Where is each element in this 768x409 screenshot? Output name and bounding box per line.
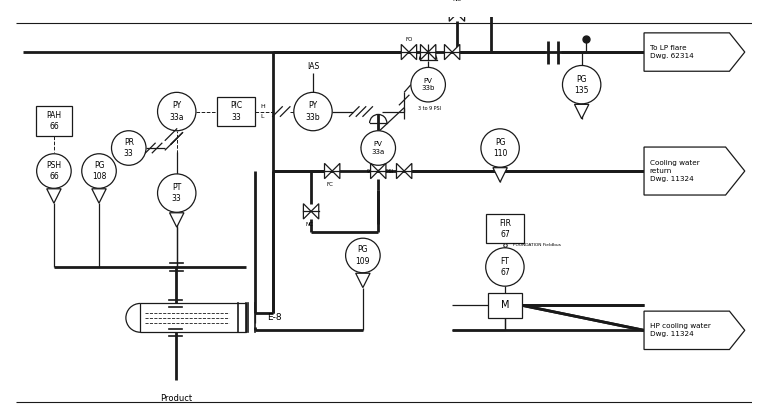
Polygon shape — [170, 213, 184, 227]
Text: HP cooling water
Dwg. 11324: HP cooling water Dwg. 11324 — [650, 324, 710, 337]
Circle shape — [81, 154, 116, 188]
Bar — [488, 293, 522, 318]
Polygon shape — [333, 163, 340, 179]
Polygon shape — [47, 189, 61, 203]
Text: 9 to 15 PSI: 9 to 15 PSI — [367, 169, 393, 174]
Bar — [35, 106, 72, 137]
Text: PR
33: PR 33 — [124, 138, 134, 158]
Polygon shape — [493, 168, 508, 182]
Polygon shape — [644, 311, 745, 350]
Polygon shape — [420, 45, 428, 60]
Polygon shape — [574, 104, 589, 119]
Text: NC: NC — [305, 222, 313, 227]
Text: FT
67: FT 67 — [500, 257, 510, 277]
Polygon shape — [449, 6, 457, 21]
Text: PG
110: PG 110 — [493, 138, 508, 158]
Text: E-8: E-8 — [267, 313, 282, 322]
Polygon shape — [401, 45, 409, 60]
Text: PV
33b: PV 33b — [422, 78, 435, 92]
Text: PV
33a: PV 33a — [372, 141, 385, 155]
Circle shape — [111, 131, 146, 165]
Text: PAH
66: PAH 66 — [46, 111, 61, 131]
Bar — [141, 303, 246, 332]
Polygon shape — [644, 33, 745, 71]
Text: PY
33a: PY 33a — [170, 101, 184, 121]
Text: FO: FO — [406, 38, 412, 43]
Polygon shape — [445, 45, 452, 60]
Polygon shape — [428, 45, 435, 60]
Polygon shape — [303, 204, 311, 219]
Text: NC: NC — [452, 0, 462, 2]
Text: PSH
66: PSH 66 — [46, 161, 61, 181]
Circle shape — [481, 129, 519, 167]
Text: PG
108: PG 108 — [92, 161, 106, 181]
Circle shape — [485, 248, 524, 286]
Text: Cooling water
return
Dwg. 11324: Cooling water return Dwg. 11324 — [650, 160, 700, 182]
Polygon shape — [356, 273, 370, 288]
Circle shape — [361, 131, 396, 165]
Circle shape — [157, 92, 196, 131]
Circle shape — [346, 238, 380, 273]
Text: FIR
67: FIR 67 — [499, 218, 511, 239]
Text: To LP flare
Dwg. 62314: To LP flare Dwg. 62314 — [650, 45, 694, 59]
Polygon shape — [457, 6, 465, 21]
Text: PG
135: PG 135 — [574, 74, 589, 95]
Circle shape — [37, 154, 71, 188]
Polygon shape — [325, 163, 333, 179]
Text: L: L — [260, 114, 263, 119]
Polygon shape — [379, 163, 386, 179]
Polygon shape — [409, 45, 416, 60]
Polygon shape — [371, 163, 379, 179]
Text: PY
33b: PY 33b — [306, 101, 320, 121]
Text: Product: Product — [160, 393, 192, 402]
Polygon shape — [396, 163, 404, 179]
Polygon shape — [311, 204, 319, 219]
Text: 3 to 9 PSI: 3 to 9 PSI — [419, 106, 442, 111]
Text: H: H — [260, 104, 265, 109]
Circle shape — [562, 65, 601, 104]
Polygon shape — [92, 189, 106, 203]
Polygon shape — [404, 163, 412, 179]
Polygon shape — [644, 147, 745, 195]
Bar — [485, 214, 524, 243]
Circle shape — [411, 67, 445, 102]
Text: PG
109: PG 109 — [356, 245, 370, 265]
Bar — [217, 97, 256, 126]
Text: PIC
33: PIC 33 — [230, 101, 242, 121]
Circle shape — [157, 174, 196, 212]
Text: FOUNDATION Fieldbus: FOUNDATION Fieldbus — [512, 243, 561, 247]
Text: PT
33: PT 33 — [172, 183, 181, 203]
Text: FC: FC — [327, 182, 334, 187]
Text: M: M — [501, 300, 509, 310]
Polygon shape — [452, 45, 460, 60]
Circle shape — [294, 92, 333, 131]
Text: IAS: IAS — [307, 62, 319, 71]
